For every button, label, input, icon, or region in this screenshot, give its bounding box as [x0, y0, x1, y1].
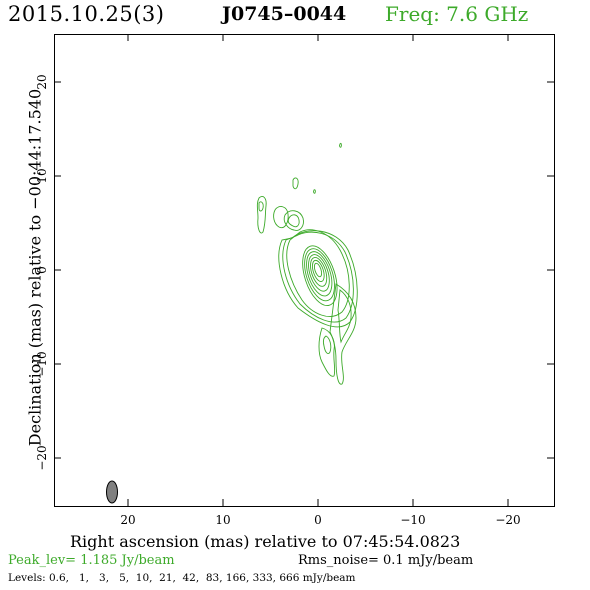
small-blob [313, 189, 316, 194]
x-tick-label: 20 [120, 513, 135, 527]
observation-date: 2015.10.25(3) [8, 2, 165, 26]
tick-marks [54, 34, 554, 506]
frequency-label: Freq: 7.6 GHz [385, 2, 529, 26]
beam-ellipse [106, 480, 118, 504]
small-blob [339, 142, 342, 148]
y-tick-label: 10 [35, 168, 49, 183]
north-blob [283, 210, 304, 231]
contour-levels: Levels: 0.6, 1, 3, 5, 10, 21, 42, 83, 16… [8, 572, 356, 584]
x-tick-label: 10 [215, 513, 230, 527]
north-west-blob [256, 195, 267, 234]
south-jet-contour [337, 289, 352, 344]
y-tick-label: 0 [35, 266, 49, 274]
title-row: 2015.10.25(3) J0745–0044 Freq: 7.6 GHz [0, 2, 590, 30]
contour-lines [256, 142, 358, 385]
small-blob [292, 177, 299, 190]
south-jet-contour [329, 283, 357, 385]
x-tick-label: −20 [495, 513, 520, 527]
north-blob [287, 214, 300, 228]
rms-noise: Rms_noise= 0.1 mJy/beam [298, 553, 474, 568]
south-jet-contour [318, 327, 336, 377]
y-tick-label: −10 [35, 351, 49, 376]
north-west-blob [258, 201, 264, 212]
outer-contour [282, 231, 354, 323]
y-tick-label: −20 [35, 445, 49, 470]
peak-level: Peak_lev= 1.185 Jy/beam [8, 553, 175, 568]
core-contours [302, 245, 338, 307]
outer-contour [286, 229, 350, 317]
x-tick-label: −10 [400, 513, 425, 527]
plot-frame [54, 34, 555, 507]
y-tick-label: 20 [35, 74, 49, 89]
x-tick-label: 0 [314, 513, 322, 527]
x-axis-title: Right ascension (mas) relative to 07:45:… [70, 532, 461, 551]
north-blob [273, 206, 289, 229]
south-jet-contour [322, 335, 332, 355]
source-name: J0745–0044 [222, 3, 347, 25]
outer-contour [278, 230, 358, 328]
